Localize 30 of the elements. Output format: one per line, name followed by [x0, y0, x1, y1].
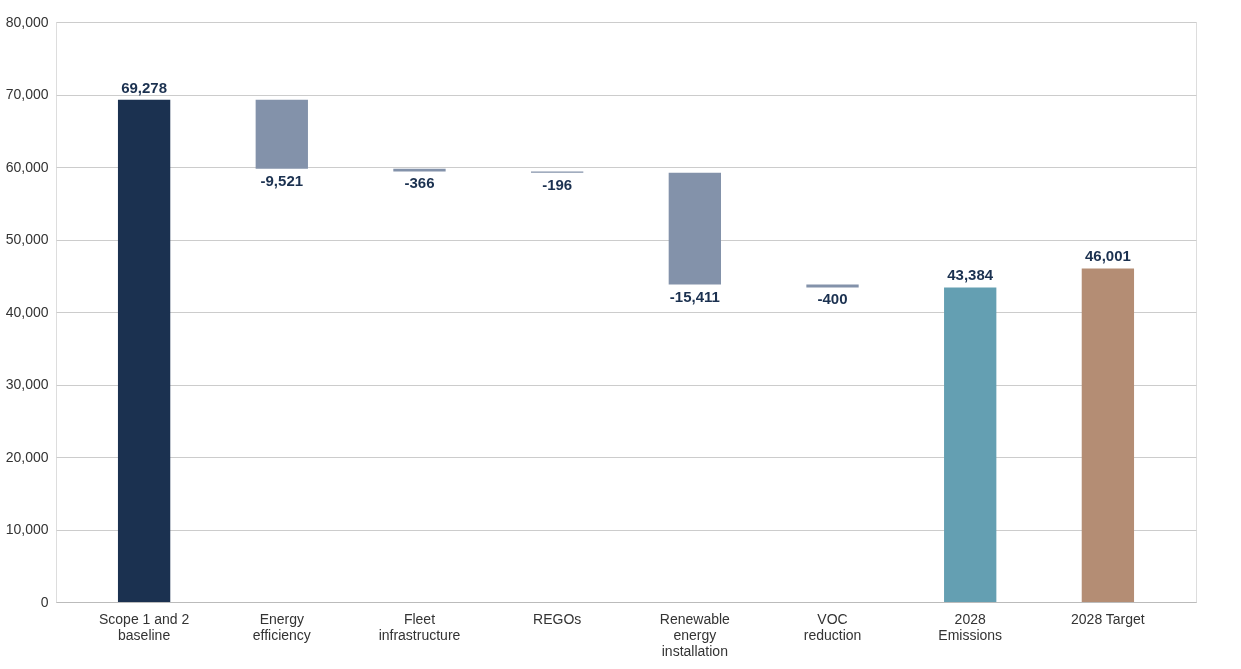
x-tick-label: Energy efficiency: [252, 610, 311, 643]
y-tick-label: 20,000: [5, 448, 49, 465]
x-tick-label: Renewable energy installation: [659, 610, 731, 659]
y-tick-label: 30,000: [5, 376, 49, 392]
x-tick-label: VOC reduction: [803, 610, 862, 643]
bar: [117, 99, 171, 602]
data-label: -9,521: [260, 171, 304, 189]
data-label: 69,278: [121, 78, 168, 96]
x-tick-label: REGOs: [533, 610, 582, 627]
data-label: 43,384: [947, 266, 994, 284]
x-tick-label: 2028 Emissions: [938, 610, 1003, 643]
bar: [944, 287, 997, 602]
y-tick-label: 0: [40, 593, 49, 610]
bar: [1081, 268, 1135, 602]
y-tick-label: 50,000: [5, 231, 49, 247]
y-tick-label: 80,000: [5, 13, 49, 30]
data-label: -196: [542, 175, 573, 193]
y-tick-label: 40,000: [5, 303, 49, 320]
y-tick-label: 70,000: [5, 86, 49, 102]
bar: [668, 172, 721, 285]
data-label: -15,411: [669, 287, 720, 305]
x-tick-label: 2028 Target: [1071, 610, 1145, 627]
data-label: -366: [404, 174, 435, 192]
data-label: 46,001: [1084, 247, 1131, 265]
y-tick-label: 60,000: [5, 158, 49, 175]
bar: [255, 99, 308, 169]
x-tick-label: Fleet infrastructure: [378, 610, 461, 643]
x-tick-label: Scope 1 and 2 baseline: [98, 610, 190, 643]
data-label: -400: [817, 290, 848, 308]
y-tick-label: 10,000: [5, 521, 49, 537]
